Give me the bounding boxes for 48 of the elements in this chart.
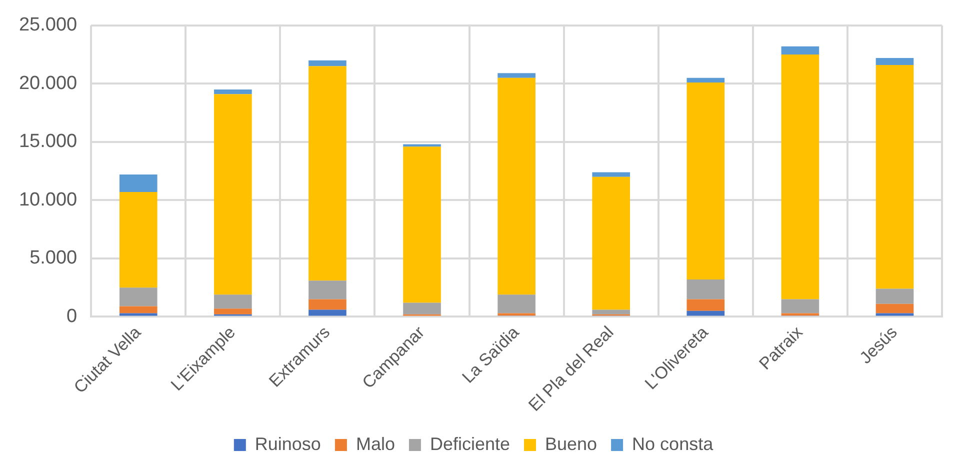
bar	[308, 299, 346, 310]
bar	[592, 172, 630, 177]
bar	[592, 176, 630, 310]
y-tick-label: 15.000	[18, 131, 78, 152]
bar	[781, 46, 820, 55]
bar	[119, 174, 158, 192]
bar	[498, 78, 536, 295]
legend-label: Deficiente	[430, 434, 510, 454]
bar	[592, 310, 630, 314]
bar	[214, 308, 252, 314]
bar	[308, 66, 346, 281]
legend-label: Ruinoso	[254, 434, 321, 454]
bar	[308, 280, 346, 300]
bar	[498, 294, 536, 314]
bar	[214, 94, 252, 295]
bar	[403, 146, 441, 303]
bar	[686, 78, 725, 82]
bar	[498, 73, 536, 78]
legend-label: Malo	[356, 434, 395, 454]
bar	[876, 288, 914, 304]
legend-label: Bueno	[545, 434, 598, 454]
bar	[308, 60, 346, 66]
bar	[308, 310, 346, 316]
bar	[119, 192, 158, 288]
bar	[876, 65, 914, 289]
y-tick-label: 10.000	[18, 189, 78, 210]
bar	[686, 299, 725, 311]
bar	[781, 54, 820, 300]
bar	[119, 306, 158, 314]
bar	[214, 89, 252, 94]
bar	[876, 313, 914, 316]
bar	[214, 294, 252, 309]
bar	[876, 304, 914, 314]
bar	[498, 313, 536, 316]
bar	[781, 299, 820, 314]
y-tick-label: 25.000	[18, 14, 78, 36]
legend-label: No consta	[632, 434, 714, 454]
bar	[686, 82, 725, 280]
bar	[403, 302, 441, 314]
bar	[876, 58, 914, 66]
bar	[119, 313, 158, 316]
bar	[686, 310, 725, 316]
bar	[781, 313, 820, 316]
bar	[119, 288, 158, 306]
bar	[686, 279, 725, 300]
y-tick-label: 5.000	[30, 248, 78, 269]
y-tick-label: 0	[66, 306, 78, 327]
y-tick-label: 20.000	[18, 72, 78, 94]
